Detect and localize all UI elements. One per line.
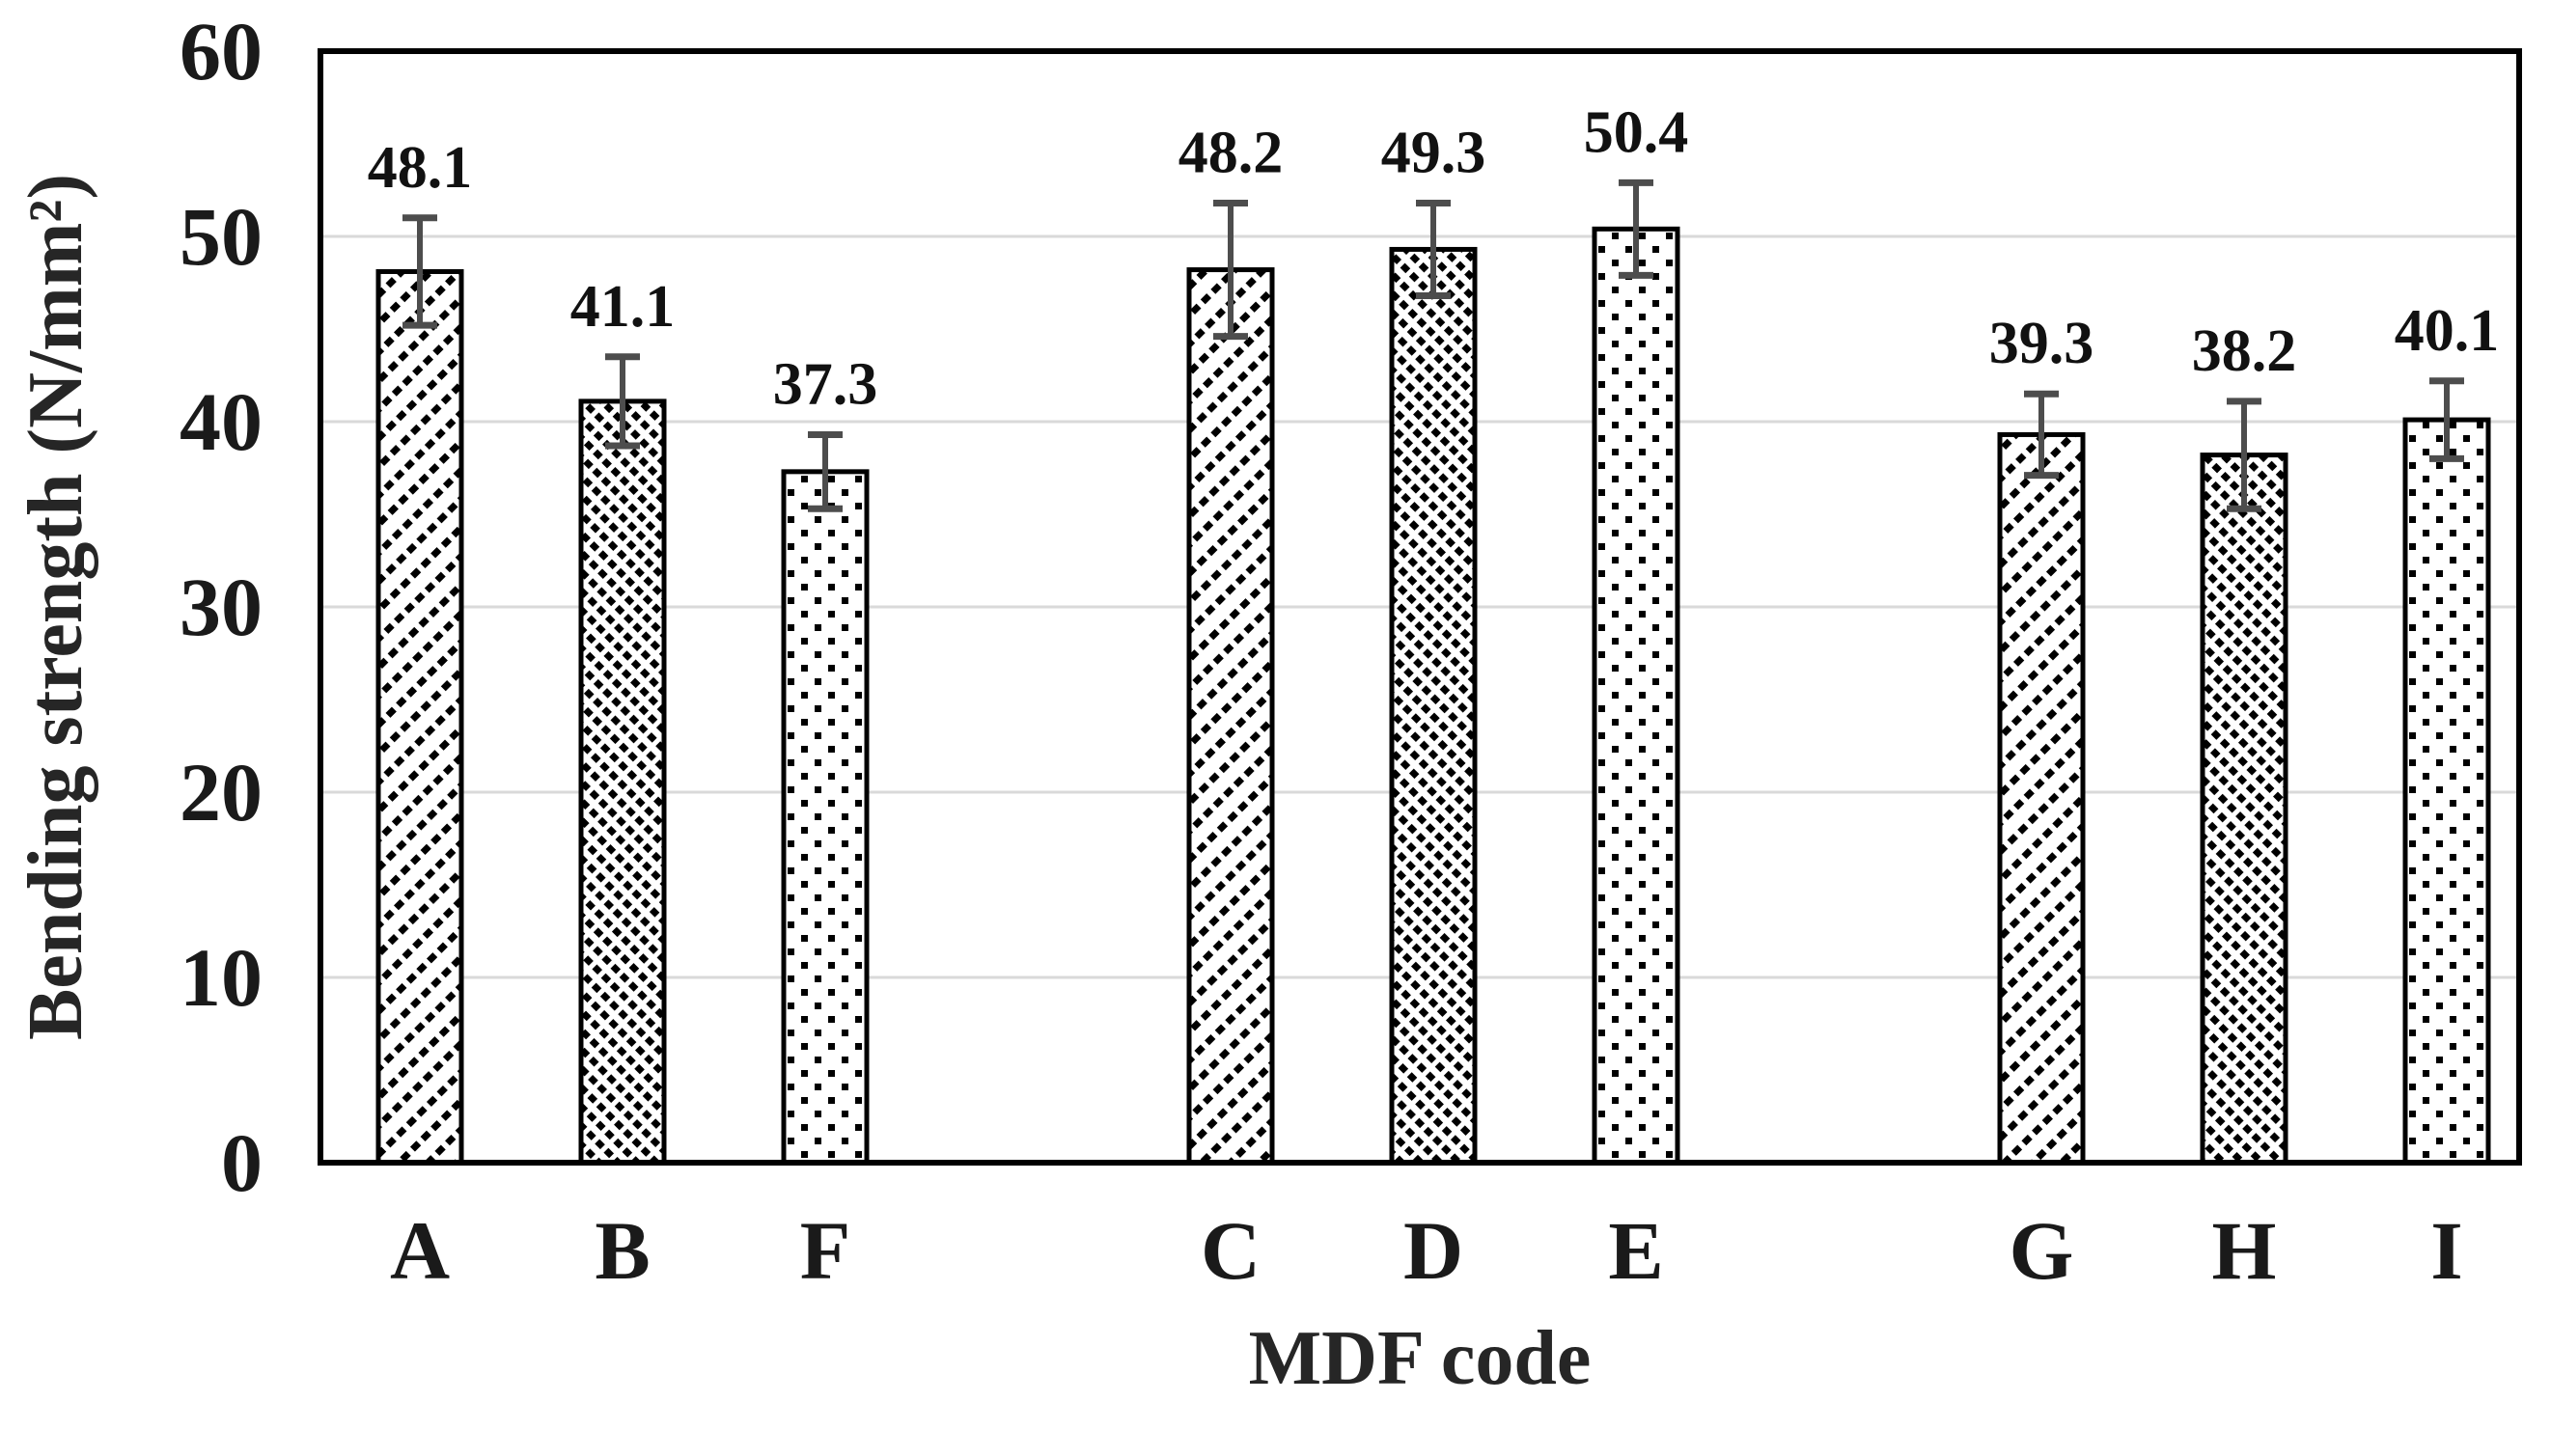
y-tick-label-60: 60 (180, 5, 263, 97)
value-label-C: 48.2 (1178, 120, 1284, 185)
y-tick-label-50: 50 (180, 190, 263, 283)
value-label-B: 41.1 (570, 274, 676, 340)
x-tick-label-F: F (800, 1204, 851, 1297)
error-bar-C (1213, 199, 1248, 341)
error-bar-B (605, 353, 640, 450)
bar-F (781, 469, 870, 1166)
tick-labels-layer: A B F C D E G H I 0 10 20 30 40 50 60 (180, 5, 2463, 1297)
bar-B (578, 398, 667, 1166)
bar-E (1592, 226, 1680, 1166)
x-tick-label-G: G (2010, 1204, 2074, 1297)
value-label-G: 39.3 (1989, 311, 2094, 376)
error-bar-A (402, 214, 437, 329)
error-bar-D (1416, 199, 1451, 299)
labels-layer: 48.1 41.1 37.3 48.2 49.3 50.4 39.3 38.2 40.1 (368, 99, 2500, 417)
x-tick-label-D: D (1403, 1204, 1463, 1297)
y-tick-label-20: 20 (180, 746, 263, 838)
value-label-D: 49.3 (1381, 120, 1486, 185)
x-axis-title: MDF code (1248, 1316, 1592, 1401)
y-tick-label-40: 40 (180, 375, 263, 468)
x-tick-label-B: B (595, 1204, 650, 1297)
value-label-H: 38.2 (2192, 318, 2297, 384)
x-tick-label-E: E (1608, 1204, 1663, 1297)
bar-D (1389, 246, 1478, 1166)
bar-H (2200, 453, 2288, 1166)
x-tick-label-H: H (2212, 1204, 2277, 1297)
value-label-I: 40.1 (2395, 298, 2500, 364)
bar-G (1997, 431, 2086, 1166)
bar-A (375, 268, 464, 1166)
value-label-F: 37.3 (773, 351, 878, 417)
value-label-A: 48.1 (368, 135, 473, 201)
y-tick-label-10: 10 (180, 931, 263, 1024)
y-tick-label-0: 0 (221, 1116, 263, 1209)
x-tick-label-C: C (1201, 1204, 1261, 1297)
error-bar-G (2024, 390, 2059, 480)
y-tick-label-30: 30 (180, 561, 263, 653)
x-tick-label-A: A (390, 1204, 450, 1297)
bars-layer (375, 226, 2491, 1166)
error-bar-E (1619, 179, 1653, 279)
bar-I (2402, 417, 2491, 1166)
value-label-E: 50.4 (1584, 99, 1689, 165)
plot-frame (318, 48, 2522, 1166)
error-bar-I (2429, 377, 2464, 462)
error-bars-layer (402, 179, 2464, 512)
bar-C (1186, 267, 1275, 1166)
x-tick-label-I: I (2430, 1204, 2462, 1297)
error-bar-F (808, 430, 843, 512)
error-bar-H (2227, 398, 2261, 512)
